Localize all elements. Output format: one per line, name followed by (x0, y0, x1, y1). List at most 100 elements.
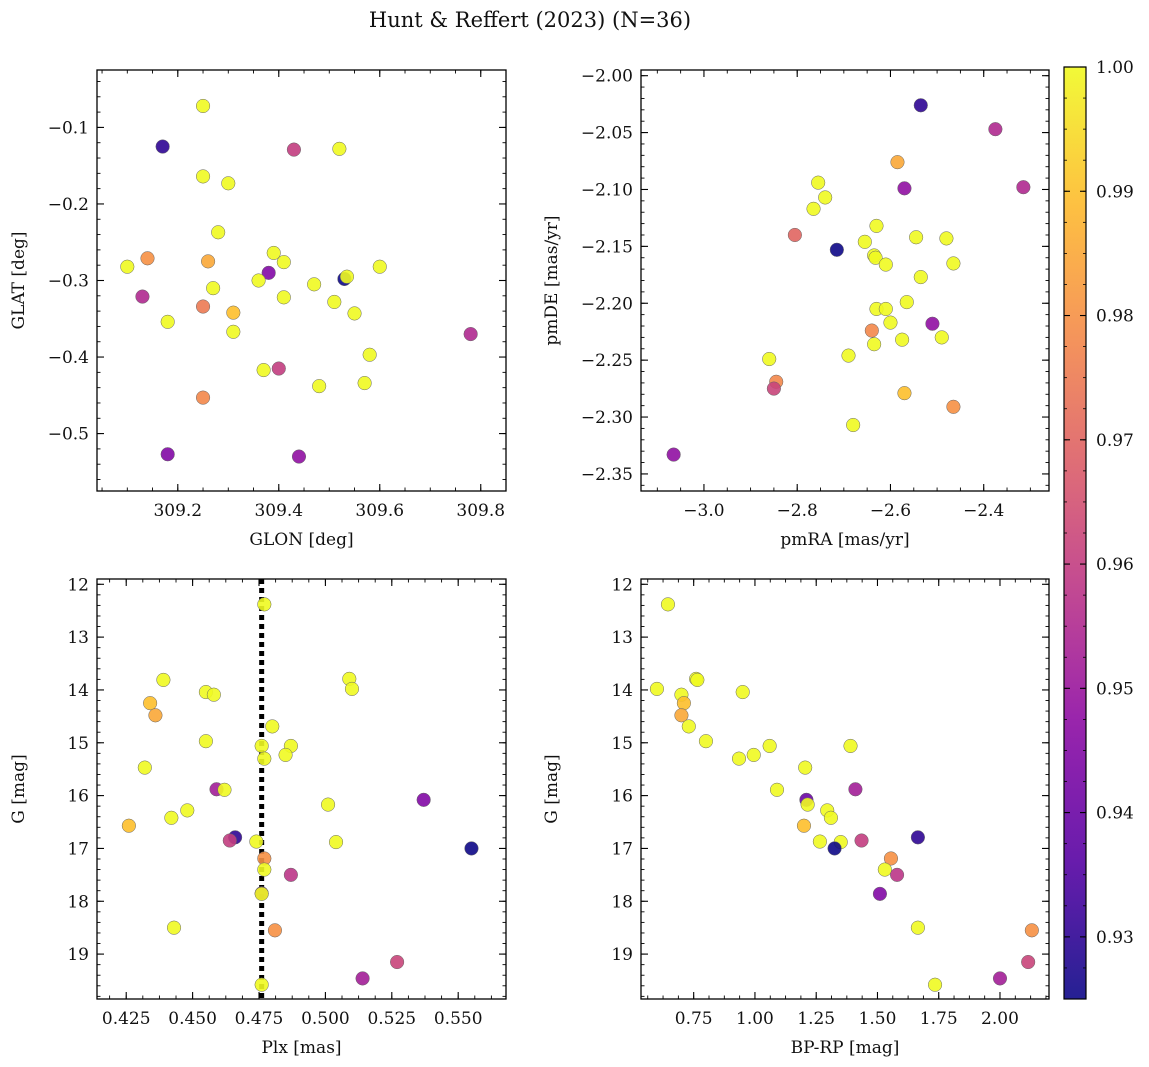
data-point (271, 361, 286, 376)
data-point (267, 923, 282, 938)
data-point (827, 841, 842, 856)
data-point (156, 672, 171, 687)
points-plx-g (121, 579, 479, 999)
colorbar-tick-label: 0.93 (1096, 928, 1134, 948)
data-point (928, 977, 943, 992)
data-point (848, 782, 863, 797)
data-point (690, 672, 705, 687)
y-tick-label: −2.25 (581, 351, 633, 371)
y-tick-label: −0.2 (48, 195, 89, 215)
data-point (226, 324, 241, 339)
data-point (257, 751, 272, 766)
x-tick-label: 309.8 (456, 501, 505, 521)
data-point (217, 782, 232, 797)
data-point (357, 376, 372, 391)
data-point (883, 851, 898, 866)
data-point (257, 597, 272, 612)
data-point (731, 751, 747, 766)
figure-title: Hunt & Reffert (2023) (N=36) (369, 8, 691, 32)
data-point (1021, 954, 1036, 970)
data-point (762, 351, 777, 367)
data-point (278, 747, 293, 762)
data-point (762, 738, 777, 753)
data-point (155, 139, 170, 154)
panels: 309.2 309.4 309.6 309.8 −0.5 −0.4 −0.3 −0.2 −0.1… (9, 67, 1050, 1058)
colorbar-tick-label: 0.97 (1096, 431, 1134, 451)
y-tick-label: −2.10 (581, 180, 633, 200)
data-point (883, 315, 898, 330)
data-point (988, 122, 1003, 137)
y-tick-label: 16 (67, 787, 89, 807)
y-tick-label: 15 (611, 734, 633, 754)
data-point (897, 181, 912, 196)
data-point (746, 747, 761, 762)
data-point (160, 447, 175, 462)
panel-glon-glat: 309.2 309.4 309.6 309.8 −0.5 −0.4 −0.3 −0.2 −0.1… (9, 69, 507, 550)
data-point (148, 708, 163, 723)
y-tick-label: −2.30 (581, 408, 633, 428)
y-ticks: 12 13 14 15 16 17 18 19 (611, 575, 1049, 997)
data-point (166, 920, 182, 935)
y-tick-label: −0.5 (48, 425, 89, 445)
data-point (286, 142, 301, 157)
data-point (332, 141, 347, 156)
data-point (798, 760, 813, 775)
colorbar-tick-label: 0.96 (1096, 555, 1134, 575)
data-point (327, 294, 342, 309)
y-tick-label: 14 (67, 681, 89, 701)
data-point (135, 289, 150, 304)
data-point (806, 201, 821, 216)
x-tick-label: 309.2 (153, 501, 202, 521)
x-ticks: −3.0 −2.8 −2.6 −2.4 (656, 70, 1031, 521)
y-tick-label: 17 (67, 839, 89, 859)
data-point (198, 734, 213, 749)
data-point (321, 797, 336, 812)
data-point (681, 719, 696, 734)
panel-pmra-pmde: −3.0 −2.8 −2.6 −2.4 −2.35 −2.30 −2.25 −2.20 −2.1… (542, 67, 1050, 550)
panel-plx-g: 0.425 0.450 0.475 0.500 0.525 0.550 12 13 14 15 16… (9, 575, 507, 1058)
data-point (328, 835, 344, 850)
y-tick-label: 19 (67, 945, 89, 965)
data-point (464, 841, 479, 856)
data-point (868, 250, 883, 265)
data-point (818, 190, 833, 205)
data-point (846, 417, 861, 433)
data-point (256, 363, 271, 378)
data-point (283, 867, 298, 882)
data-point (206, 281, 221, 296)
x-tick-label: 1.75 (920, 1009, 958, 1029)
axes-frame (640, 69, 1050, 492)
x-tick-label: 2.00 (981, 1009, 1019, 1029)
data-point (841, 348, 856, 363)
data-point (355, 971, 370, 986)
x-tick-label: 0.425 (102, 1009, 151, 1029)
y-axis-label: pmDE [mas/yr] (542, 215, 562, 345)
data-point (1024, 923, 1039, 938)
data-point (180, 803, 195, 818)
data-point (895, 332, 910, 347)
y-tick-label: −2.35 (581, 465, 633, 485)
data-point (254, 977, 269, 992)
data-point (251, 273, 266, 288)
data-point (666, 447, 681, 462)
data-point (946, 399, 961, 414)
x-tick-label: 0.475 (235, 1009, 284, 1029)
data-point (195, 299, 211, 314)
data-point (211, 225, 226, 240)
data-point (735, 685, 750, 700)
x-tick-label: 0.450 (168, 1009, 217, 1029)
data-point (939, 231, 954, 246)
y-tick-label: −2.20 (581, 294, 633, 314)
data-point (261, 265, 276, 280)
data-point (812, 834, 827, 849)
data-point (925, 316, 940, 331)
y-tick-label: 13 (611, 628, 633, 648)
data-point (254, 886, 269, 901)
data-point (265, 719, 280, 734)
colorbar-tick-label: 0.99 (1096, 182, 1134, 202)
x-tick-label: 1.25 (797, 1009, 835, 1029)
data-point (649, 681, 664, 696)
data-point (698, 734, 713, 749)
x-tick-label: −2.6 (870, 501, 911, 521)
data-point (899, 295, 914, 310)
